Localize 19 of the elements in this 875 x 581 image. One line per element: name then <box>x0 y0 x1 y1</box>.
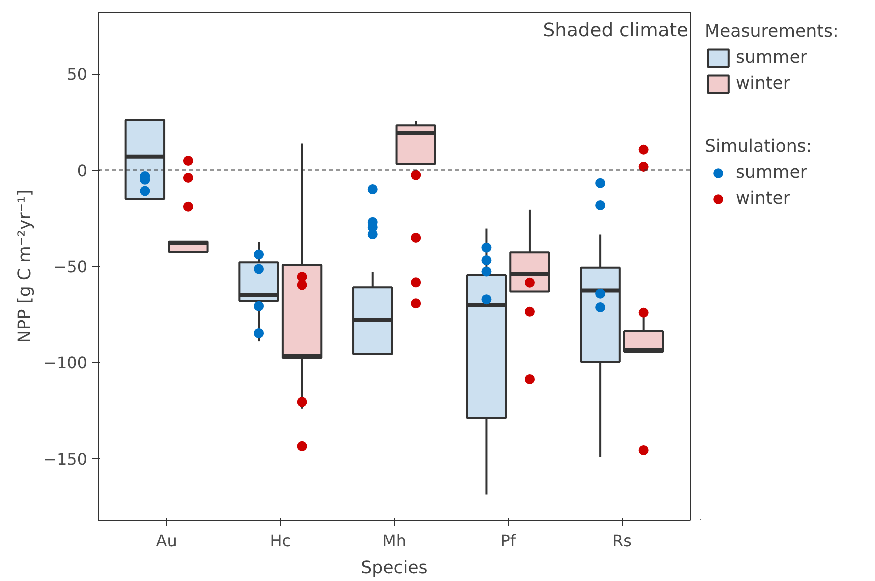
text: Simulations: <box>705 137 812 157</box>
x-axis-title: Species <box>361 558 428 578</box>
x-tick-label: Mh <box>382 532 406 550</box>
legend-label: winter <box>736 189 791 209</box>
y-tick-label: −50 <box>54 258 88 276</box>
x-tick-label: Pf <box>500 532 516 550</box>
annotation: Shaded climate <box>543 20 689 42</box>
y-tick-label: 0 <box>77 161 88 180</box>
text: Measurements: <box>705 22 839 42</box>
y-tick-label: −100 <box>44 354 88 373</box>
legend-label: winter <box>736 74 791 94</box>
y-axis-title: NPP [g C m⁻²yr⁻¹] <box>16 190 36 344</box>
y-tick-label: −150 <box>44 450 88 469</box>
legend-label: summer <box>736 163 808 183</box>
y-tick-label: 50 <box>67 65 88 84</box>
x-tick-label: Rs <box>612 532 632 550</box>
legend-label: summer <box>736 48 808 68</box>
x-tick-label: Hc <box>270 532 292 550</box>
x-tick-label: Au <box>156 532 178 550</box>
